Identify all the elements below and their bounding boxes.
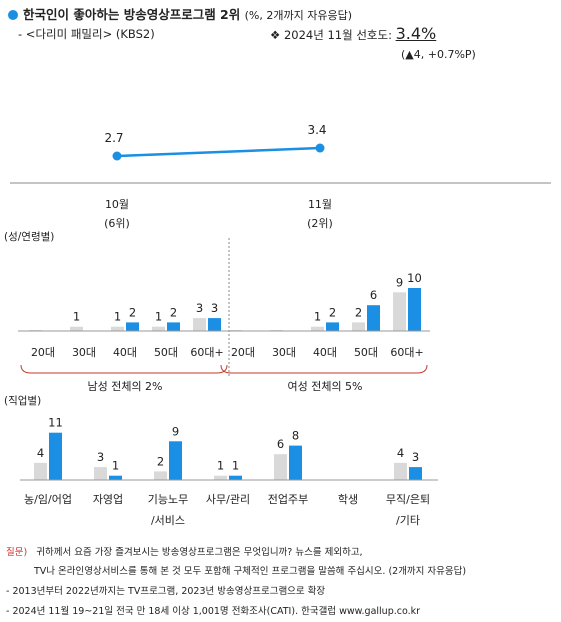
bar-value-label: 2 xyxy=(129,305,136,319)
occupation-bar-current xyxy=(229,475,242,480)
occupation-bar-current xyxy=(289,445,302,480)
group-bracket xyxy=(20,364,228,374)
question-line-2: TV나 온라인영상서비스를 통해 본 것 모두 포함해 구체적인 프로그램을 말… xyxy=(34,566,467,577)
trend-line xyxy=(116,146,321,158)
age-category-label: 30대 xyxy=(272,346,296,359)
occupation-category-label: 무직/은퇴 xyxy=(386,493,430,506)
occupation-value-label: 3 xyxy=(97,450,104,464)
bar-value-label: 1 xyxy=(314,310,321,324)
occupation-value-label: 8 xyxy=(292,429,299,443)
occupation-category-label: /기타 xyxy=(396,514,420,527)
occupation-bar-current xyxy=(169,441,182,480)
group-caption: 여성 전체의 5% xyxy=(287,380,362,393)
bar-value-label: 6 xyxy=(370,288,377,302)
occupation-bar-current xyxy=(409,467,422,480)
footnote-history: - 2013년부터 2022년까지는 TV프로그램, 2023년 방송영상프로그… xyxy=(6,586,326,597)
occupation-bar-prev xyxy=(214,475,227,480)
question-line-1: 질문) 귀하께서 요즘 가장 즐겨보시는 방송영상프로그램은 무엇입니까? 뉴스… xyxy=(6,544,363,558)
trend-rank-label: (2위) xyxy=(307,217,333,230)
title-bullet-icon xyxy=(8,10,18,20)
title-suffix: (%, 2개까지 자유응답) xyxy=(244,9,352,22)
occupation-value-label: 2 xyxy=(157,454,164,468)
occupation-value-label: 1 xyxy=(217,459,224,473)
occupation-bar-current xyxy=(109,475,122,480)
bar-prev xyxy=(193,318,206,331)
bar-value-label: 2 xyxy=(355,305,362,319)
occupation-bar-prev xyxy=(274,454,287,480)
occupation-value-label: 1 xyxy=(112,459,119,473)
bar-value-label: 2 xyxy=(329,305,336,319)
age-category-label: 50대 xyxy=(354,346,378,359)
bar-prev xyxy=(352,322,365,331)
age-category-label: 60대+ xyxy=(390,346,423,359)
occupation-value-label: 9 xyxy=(172,424,179,438)
bar-current xyxy=(126,322,139,331)
occupation-category-label: 자영업 xyxy=(93,493,123,506)
trend-month-label: 10월 xyxy=(105,198,129,211)
occupation-value-label: 1 xyxy=(232,459,239,473)
bar-value-label: 1 xyxy=(73,310,80,324)
bar-value-label: 1 xyxy=(155,310,162,324)
bar-current xyxy=(167,322,180,331)
occupation-value-label: 6 xyxy=(277,437,284,451)
age-category-label: 20대 xyxy=(231,346,255,359)
program-name: - <다리미 패밀리> (KBS2) xyxy=(18,27,155,41)
occupation-value-label: 11 xyxy=(48,416,63,430)
occupation-bar-current xyxy=(49,432,62,480)
question-label: 질문) xyxy=(6,547,28,558)
group-bracket xyxy=(220,364,428,374)
age-category-label: 60대+ xyxy=(190,346,223,359)
question-text-1: 귀하께서 요즘 가장 즐겨보시는 방송영상프로그램은 무엇입니까? 뉴스를 제외… xyxy=(36,547,363,558)
preference-value: 3.4% xyxy=(395,24,437,43)
bar-current xyxy=(208,318,221,331)
trend-rank-label: (6위) xyxy=(104,217,130,230)
occupation-category-label: 기능노무 xyxy=(148,493,188,506)
trend-value-label: 2.7 xyxy=(104,131,123,145)
bar-prev xyxy=(393,292,406,331)
occupation-category-label: 농/임/어업 xyxy=(24,493,72,506)
occupation-value-label: 3 xyxy=(412,450,419,464)
bar-value-label: 3 xyxy=(211,301,218,315)
age-category-label: 20대 xyxy=(31,346,55,359)
bar-value-label: 10 xyxy=(407,271,422,285)
age-category-label: 50대 xyxy=(154,346,178,359)
preference-summary: ❖ 2024년 11월 선호도: 3.4% xyxy=(270,24,436,43)
occupation-category-label: 학생 xyxy=(338,493,358,506)
bar-value-label: 9 xyxy=(396,275,403,289)
footnote-survey: - 2024년 11월 19~21일 전국 만 18세 이상 1,001명 전화… xyxy=(6,606,421,617)
preference-label: ❖ 2024년 11월 선호도: xyxy=(270,28,392,42)
occupation-category-label: /서비스 xyxy=(151,514,185,527)
bar-prev xyxy=(111,326,124,331)
trend-point xyxy=(112,151,122,161)
bar-value-label: 2 xyxy=(170,305,177,319)
chart-title: 한국인이 좋아하는 방송영상프로그램 2위 (%, 2개까지 자유응답) xyxy=(8,4,352,23)
occupation-value-label: 4 xyxy=(37,446,44,460)
occupation-section-label: (직업별) xyxy=(4,394,41,407)
occupation-bar-prev xyxy=(154,471,167,480)
age-category-label: 40대 xyxy=(313,346,337,359)
bar-prev xyxy=(311,326,324,331)
occupation-bar-prev xyxy=(394,462,407,480)
bar-value-label: 3 xyxy=(196,301,203,315)
bar-current xyxy=(367,305,380,331)
age-category-label: 30대 xyxy=(72,346,96,359)
bar-current xyxy=(326,322,339,331)
occupation-category-label: 전업주부 xyxy=(268,493,308,506)
bar-value-label: 1 xyxy=(114,310,121,324)
age-category-label: 40대 xyxy=(113,346,137,359)
trend-value-label: 3.4 xyxy=(307,123,326,137)
occupation-category-label: 사무/관리 xyxy=(206,493,250,506)
bar-prev xyxy=(70,326,83,331)
trend-point xyxy=(315,143,325,153)
trend-month-label: 11월 xyxy=(308,198,332,211)
group-caption: 남성 전체의 2% xyxy=(87,380,162,393)
age-section-label: (성/연령별) xyxy=(4,231,54,243)
occupation-value-label: 4 xyxy=(397,446,404,460)
occupation-bar-prev xyxy=(94,467,107,480)
bar-current xyxy=(408,288,421,331)
occupation-bar-prev xyxy=(34,462,47,480)
bar-prev xyxy=(152,326,165,331)
preference-change: (▲4, +0.7%P) xyxy=(401,48,476,61)
